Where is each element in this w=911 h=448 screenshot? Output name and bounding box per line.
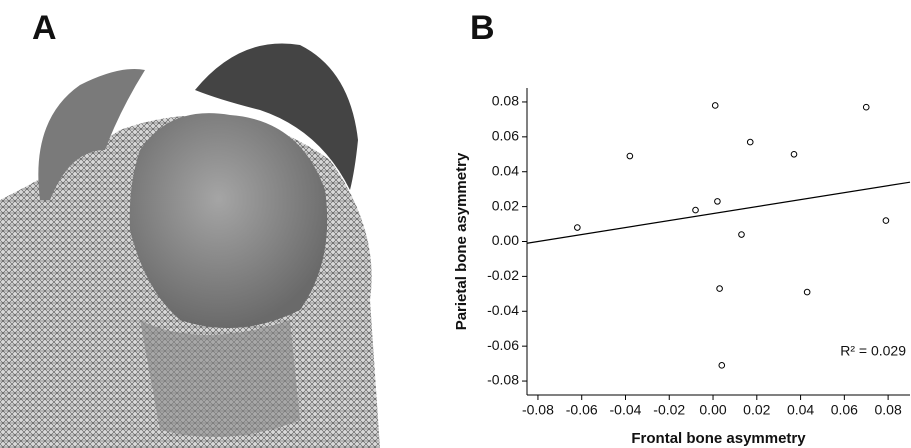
y-tick-label: 0.00 [492, 232, 519, 248]
y-tick-label: 0.08 [492, 93, 519, 109]
y-axis-label: Parietal bone asymmetry [453, 152, 470, 330]
point [714, 198, 721, 205]
point [574, 224, 581, 231]
x-tick-label: -0.08 [522, 402, 554, 418]
scatter-plot: -0.08 -0.06 -0.04 -0.02 0.00 0.02 0.04 0.06 0.08… [453, 88, 911, 447]
point [862, 103, 870, 111]
x-axis-label: Frontal bone asymmetry [631, 430, 806, 447]
x-tick-label: 0.00 [699, 402, 726, 418]
point [803, 288, 811, 296]
panel-label: B [470, 9, 495, 47]
y-tick-label: 0.02 [492, 197, 519, 213]
trend-line [526, 181, 911, 244]
skull-image [0, 43, 380, 448]
y-tick-label: 0.06 [492, 128, 519, 144]
annotation: R² = 0.029 [840, 343, 906, 359]
x-tick-label: 0.06 [831, 402, 858, 418]
point [716, 285, 723, 292]
panel-label: A [32, 9, 57, 47]
point [692, 206, 699, 214]
point [626, 152, 634, 160]
point [882, 217, 890, 224]
y-tick-label: -0.08 [487, 372, 519, 388]
point [790, 150, 798, 158]
x-tick-label: -0.06 [566, 402, 598, 418]
x-tick-label: -0.02 [653, 402, 685, 418]
x-tick-label: 0.04 [787, 402, 814, 418]
point [746, 138, 754, 146]
x-tick-label: -0.04 [610, 402, 642, 418]
x-tick-label: 0.02 [743, 402, 770, 418]
point [738, 231, 745, 238]
y-tick-label: -0.02 [487, 267, 519, 283]
x-tick-label: 0.08 [874, 402, 901, 418]
y-tick-label: 0.04 [492, 162, 519, 178]
y-tick-label: -0.06 [487, 337, 519, 353]
point [718, 362, 726, 369]
point [711, 102, 719, 109]
y-tick-label: -0.04 [487, 302, 519, 318]
